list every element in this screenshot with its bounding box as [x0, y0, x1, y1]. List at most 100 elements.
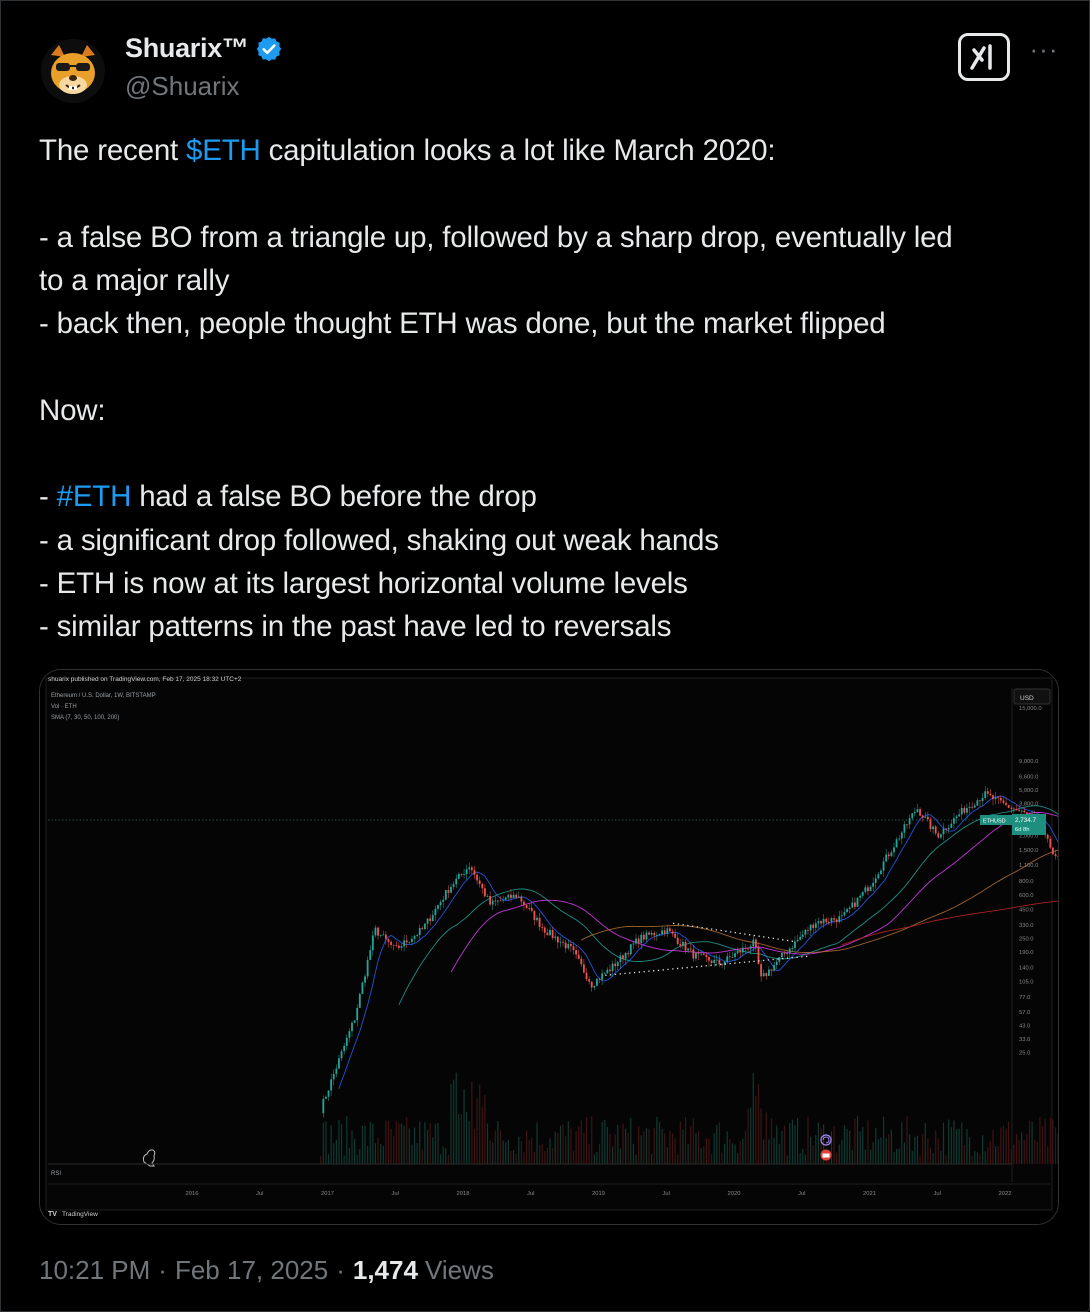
tweet-line: The recent $ETH capitulation looks a lot… — [39, 129, 1049, 172]
volume-bar — [1021, 1132, 1023, 1164]
candle-body — [981, 797, 984, 802]
candle-body — [489, 896, 491, 905]
volume-bar — [731, 1143, 734, 1164]
volume-bar — [841, 1139, 843, 1164]
candle-body — [434, 908, 437, 916]
volume-bar — [875, 1128, 877, 1164]
price-tick-label: 105.0 — [1019, 980, 1034, 986]
volume-bar — [437, 1122, 439, 1164]
volume-bar — [539, 1145, 541, 1164]
candle-body — [848, 907, 851, 910]
author-name-row[interactable]: Shuarix™ — [125, 33, 283, 64]
volume-bar — [499, 1130, 502, 1164]
candle-body — [614, 963, 617, 967]
candle-body — [796, 939, 799, 942]
display-name[interactable]: Shuarix™ — [125, 33, 249, 63]
candle-body — [538, 917, 541, 928]
candle-body — [788, 948, 791, 954]
candle-body — [364, 976, 366, 983]
volume-bar — [653, 1127, 655, 1164]
candle-body — [947, 827, 950, 830]
more-options-icon[interactable]: ··· — [1029, 34, 1059, 64]
tweet-text: The recent $ETH capitulation looks a lot… — [39, 129, 1049, 649]
volume-bar — [799, 1153, 801, 1164]
volume-bar — [929, 1147, 932, 1164]
candle-body — [603, 973, 606, 975]
volume-bar — [750, 1107, 752, 1164]
volume-bar — [619, 1148, 621, 1164]
volume-bar — [940, 1150, 942, 1164]
volume-bar — [510, 1150, 512, 1164]
price-tick-label: 1,100.0 — [1019, 863, 1038, 869]
candle-body — [734, 953, 736, 958]
price-tick-label: 33.0 — [1019, 1037, 1030, 1043]
volume-bar — [669, 1130, 671, 1164]
volume-bar — [638, 1126, 640, 1164]
volume-bar — [552, 1148, 554, 1164]
volume-bar — [507, 1140, 509, 1164]
price-tick-label: 57.0 — [1019, 1010, 1030, 1016]
volume-bar — [505, 1142, 507, 1164]
event-markers-icon[interactable] — [820, 1134, 832, 1161]
candle-body — [715, 959, 718, 961]
volume-bar — [580, 1120, 582, 1164]
candle-body — [830, 918, 833, 922]
volume-bar — [755, 1095, 757, 1164]
volume-bar — [424, 1122, 426, 1164]
candle-body — [580, 958, 583, 965]
hashtag-link[interactable]: #ETH — [56, 480, 132, 514]
grok-button[interactable] — [958, 33, 1010, 81]
volume-bar — [533, 1152, 535, 1164]
candle-body — [476, 874, 478, 881]
volume-bar — [882, 1116, 885, 1164]
candle-body — [1025, 812, 1028, 814]
tweet-date[interactable]: Feb 17, 2025 — [174, 1255, 329, 1285]
candle-body — [405, 940, 408, 943]
candle-body — [1010, 807, 1013, 809]
candle-body — [843, 912, 846, 916]
candle-body — [377, 927, 379, 936]
candle-body — [736, 950, 739, 954]
candle-body — [470, 867, 473, 871]
volume-bar — [877, 1139, 879, 1164]
volume-bar — [726, 1131, 728, 1164]
candle-body — [893, 847, 895, 853]
candle-body — [929, 819, 932, 830]
volume-bar — [976, 1152, 978, 1164]
volume-bar — [783, 1125, 786, 1164]
candle-body — [491, 900, 494, 905]
cashtag-link[interactable]: $ETH — [186, 134, 261, 167]
candle-body — [1007, 804, 1010, 808]
volume-bar — [690, 1126, 692, 1164]
candle-body — [450, 886, 452, 893]
volume-bar — [528, 1139, 530, 1164]
candle-body — [332, 1073, 335, 1080]
tweet-media-chart[interactable]: shuarix published on TradingView.com, Fe… — [39, 669, 1059, 1225]
candle-body — [687, 948, 690, 951]
volume-bar — [348, 1147, 350, 1164]
time-tick-label: 2016 — [186, 1191, 199, 1197]
author-handle[interactable]: @Shuarix — [125, 71, 240, 101]
candle-body — [770, 969, 773, 971]
price-tick-label: 1,500.0 — [1019, 848, 1038, 854]
volume-bar — [664, 1133, 666, 1164]
price-tick-label: 330.0 — [1019, 923, 1034, 929]
candle-body — [702, 953, 705, 955]
candle-body — [783, 953, 786, 954]
candle-body — [781, 953, 783, 958]
candle-body — [1052, 847, 1054, 855]
price-tag-value: 2,734.7 — [1015, 817, 1037, 824]
volume-bar — [544, 1151, 546, 1164]
candle-body — [913, 811, 916, 814]
volume-bar — [356, 1154, 358, 1164]
tweet-time[interactable]: 10:21 PM — [39, 1255, 151, 1285]
volume-bar — [896, 1149, 898, 1164]
avatar[interactable] — [41, 39, 105, 103]
volume-bar — [742, 1138, 744, 1164]
volume-bar — [359, 1149, 361, 1164]
volume-bar — [625, 1128, 627, 1164]
volume-bar — [710, 1154, 713, 1164]
candle-body — [327, 1090, 330, 1097]
candle-body — [1018, 810, 1020, 811]
candle-body — [437, 905, 439, 909]
